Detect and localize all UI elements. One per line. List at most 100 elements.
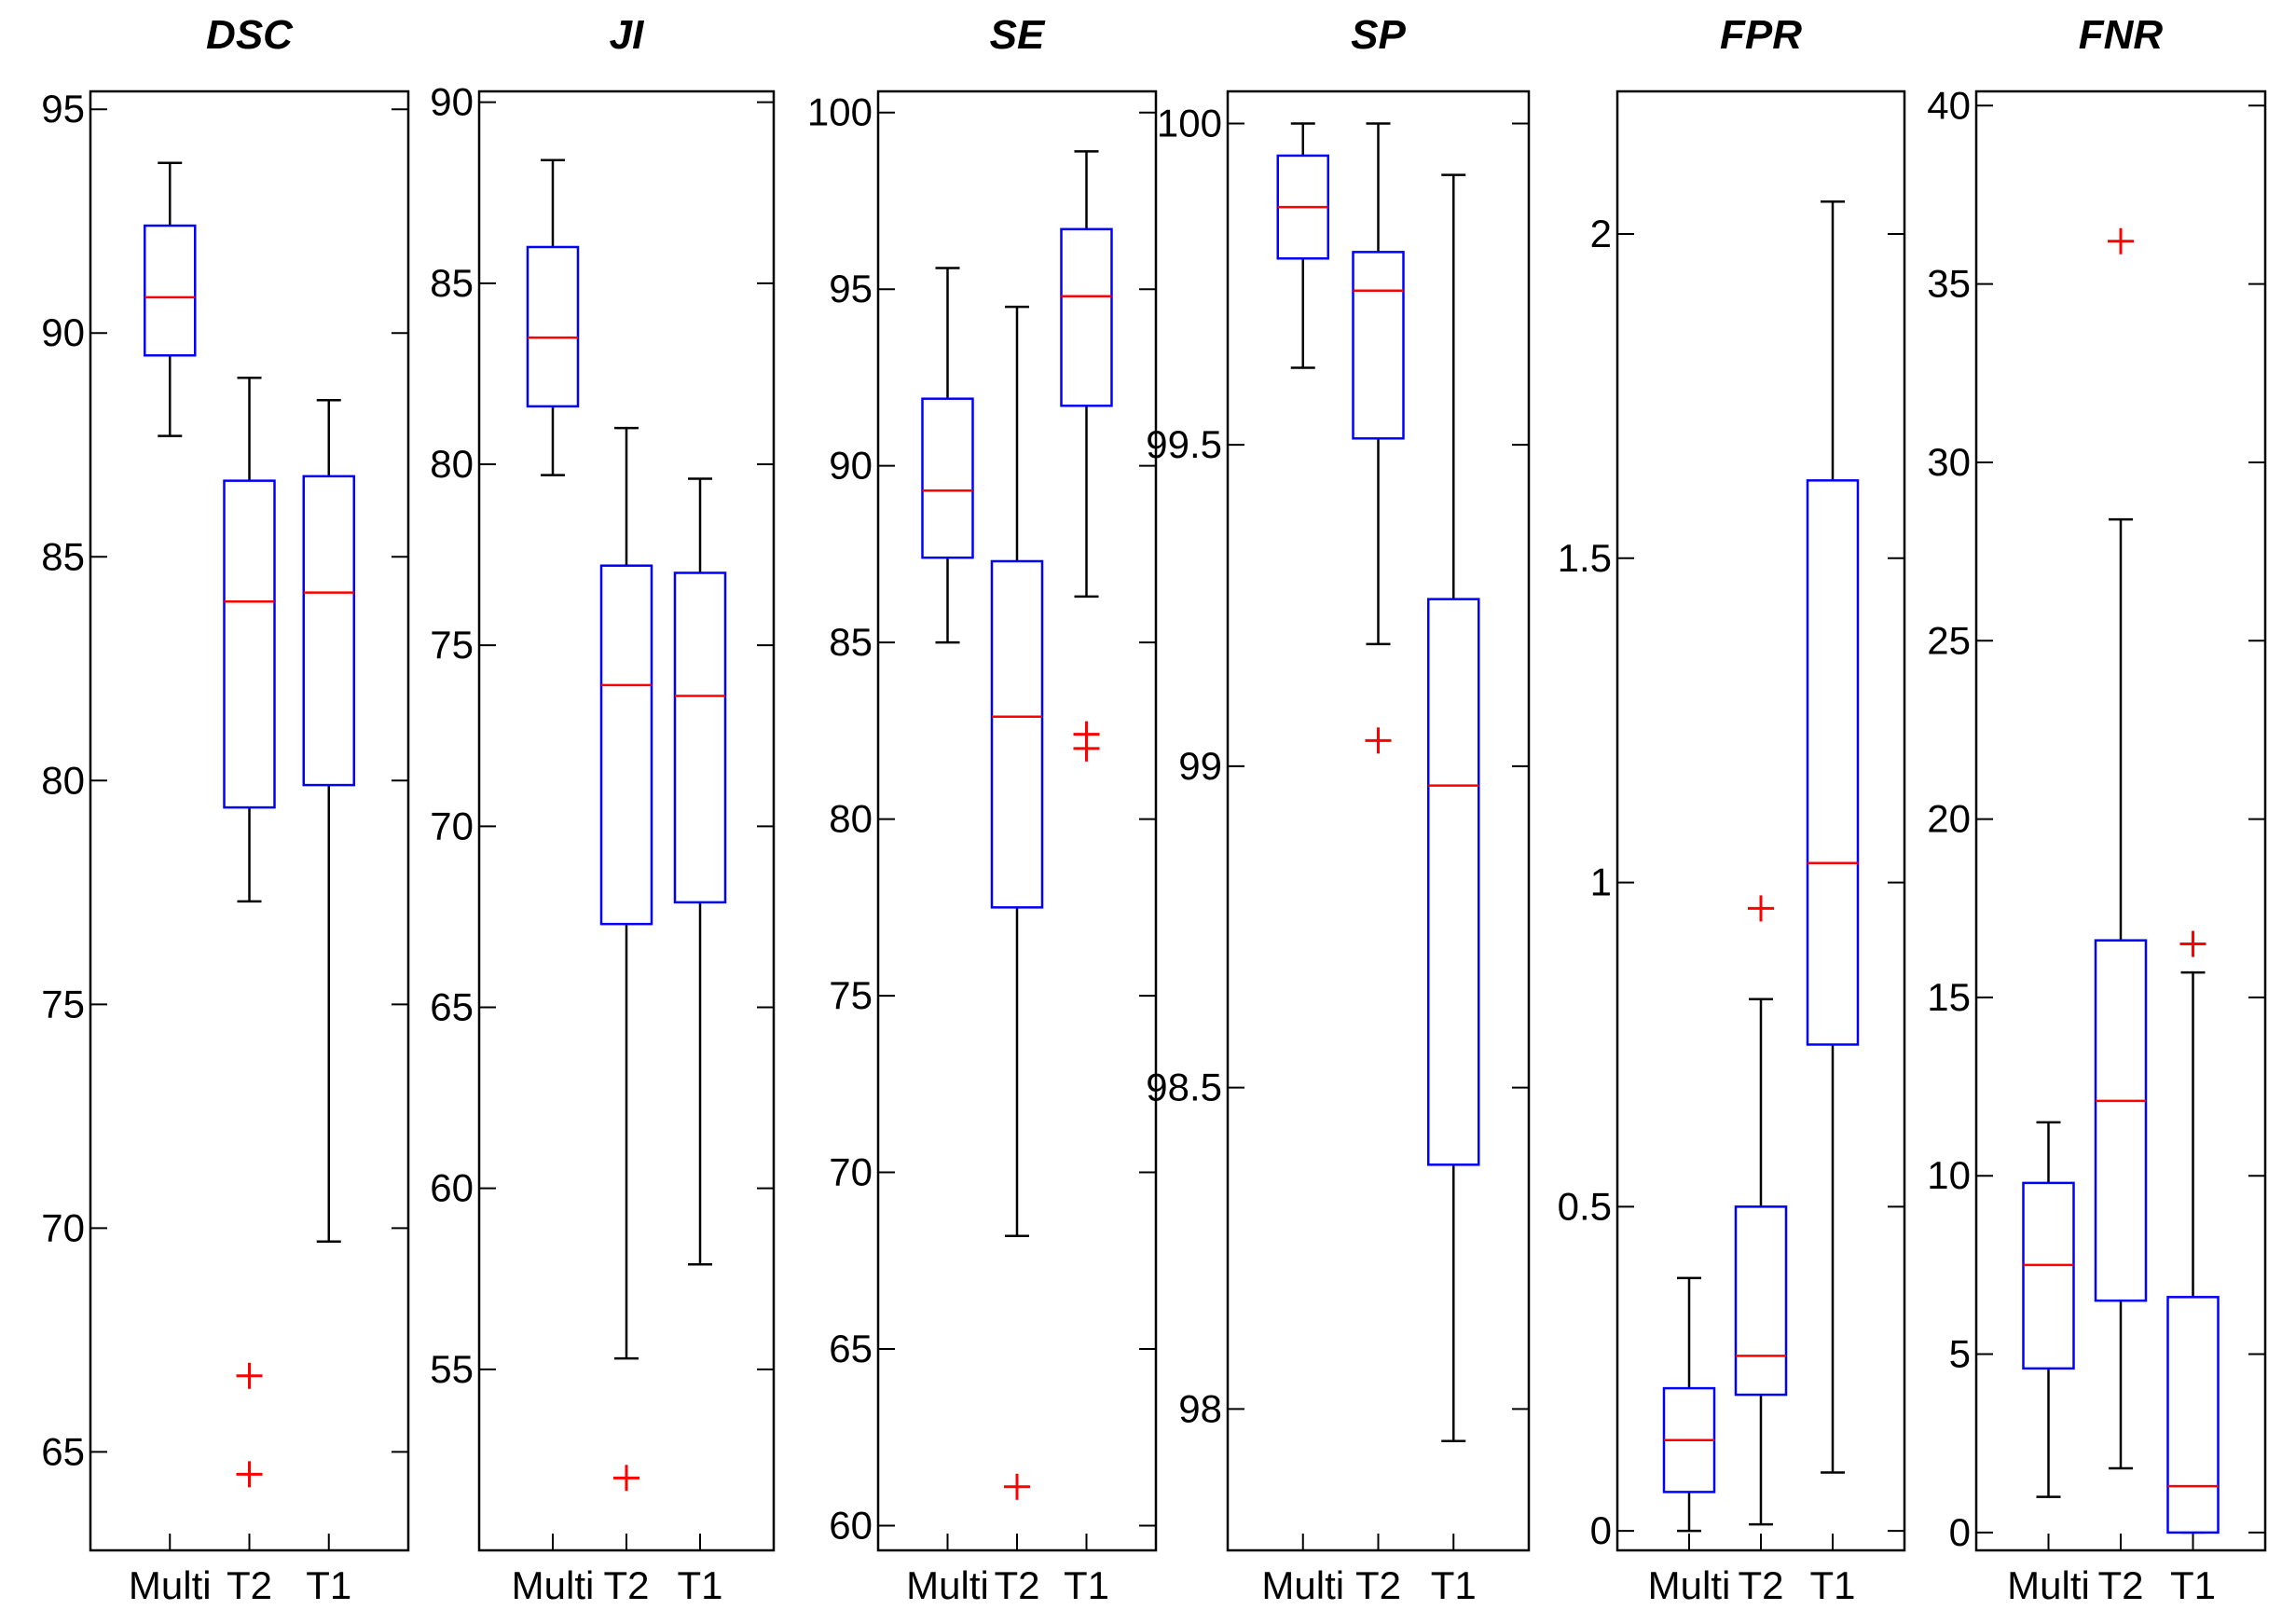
y-tick-label: 60 bbox=[430, 1166, 474, 1210]
category-label: T1 bbox=[1809, 1563, 1855, 1607]
box-multi bbox=[921, 267, 974, 644]
iqr-box bbox=[2094, 939, 2148, 1302]
y-tick-label: 10 bbox=[1927, 1153, 1971, 1197]
y-tick-label: 100 bbox=[807, 90, 873, 134]
y-tick-label: 60 bbox=[829, 1503, 873, 1547]
category-label: T2 bbox=[1738, 1563, 1783, 1607]
y-tick-label: 75 bbox=[41, 982, 85, 1025]
y-tick-label: 95 bbox=[41, 87, 85, 131]
y-tick-label: 1.5 bbox=[1558, 536, 1612, 580]
y-tick-label: 85 bbox=[41, 534, 85, 578]
box-t1 bbox=[1060, 150, 1113, 762]
panel-title: JI bbox=[610, 12, 644, 58]
iqr-box bbox=[921, 397, 974, 559]
y-tick-label: 99.5 bbox=[1146, 422, 1222, 466]
category-label: Multi bbox=[906, 1563, 989, 1607]
iqr-box bbox=[2022, 1181, 2075, 1370]
panel-title: FNR bbox=[2079, 12, 2164, 58]
iqr-box bbox=[1806, 479, 1860, 1046]
y-tick-label: 95 bbox=[829, 267, 873, 310]
category-label: T2 bbox=[1355, 1563, 1401, 1607]
iqr-box bbox=[2166, 1296, 2220, 1535]
outlier-marker bbox=[1073, 735, 1100, 762]
outlier-marker bbox=[236, 1461, 263, 1488]
panel-title: DSC bbox=[206, 12, 294, 58]
category-label: T1 bbox=[2170, 1563, 2216, 1607]
box-multi bbox=[144, 161, 197, 437]
category-label: T2 bbox=[603, 1563, 649, 1607]
y-tick-label: 0 bbox=[1590, 1508, 1612, 1552]
y-tick-label: 70 bbox=[829, 1150, 873, 1194]
y-tick-label: 98.5 bbox=[1146, 1066, 1222, 1109]
outlier-marker bbox=[1365, 727, 1392, 754]
y-tick-label: 98 bbox=[1178, 1386, 1222, 1430]
outlier-marker bbox=[2179, 930, 2206, 957]
y-tick-label: 90 bbox=[829, 444, 873, 488]
iqr-box bbox=[1427, 598, 1480, 1166]
box-multi bbox=[2022, 1121, 2075, 1498]
panel-ji: JI 55 60 65 70 75 80 85 90 Multi T2 T1 bbox=[430, 12, 776, 1607]
category-label: T2 bbox=[227, 1563, 272, 1607]
box-multi bbox=[1276, 122, 1329, 369]
category-label: Multi bbox=[512, 1563, 595, 1607]
iqr-box bbox=[526, 245, 580, 408]
y-tick-label: 20 bbox=[1927, 797, 1971, 841]
box-t1 bbox=[673, 477, 727, 1266]
y-tick-label: 55 bbox=[430, 1347, 474, 1391]
panel-se: SE 60 65 70 75 80 85 90 95 100 Multi T2 T1 bbox=[807, 12, 1158, 1607]
iqr-box bbox=[1734, 1205, 1788, 1397]
category-label: T1 bbox=[1064, 1563, 1109, 1607]
box-multi bbox=[1662, 1276, 1716, 1533]
category-label: T1 bbox=[1431, 1563, 1477, 1607]
y-tick-label: 80 bbox=[829, 797, 873, 841]
y-tick-label: 90 bbox=[430, 80, 474, 124]
y-tick-label: 65 bbox=[430, 984, 474, 1028]
iqr-box bbox=[144, 224, 197, 357]
iqr-box bbox=[990, 559, 1044, 909]
category-label: T2 bbox=[2097, 1563, 2143, 1607]
y-tick-label: 25 bbox=[1927, 618, 1971, 662]
box-t2 bbox=[990, 305, 1044, 1500]
panel-fpr: FPR 0 0.5 1 1.5 2 Multi T2 T1 bbox=[1558, 12, 1906, 1607]
outlier-marker bbox=[236, 1362, 263, 1389]
y-tick-label: 99 bbox=[1178, 744, 1222, 788]
box-t1 bbox=[2166, 930, 2220, 1535]
y-tick-label: 5 bbox=[1949, 1332, 1971, 1376]
iqr-box bbox=[673, 571, 727, 904]
y-tick-label: 1 bbox=[1590, 860, 1612, 904]
y-tick-label: 75 bbox=[829, 973, 873, 1017]
panel-title: SP bbox=[1351, 12, 1406, 58]
y-tick-label: 80 bbox=[430, 442, 474, 486]
category-label: T1 bbox=[677, 1563, 722, 1607]
y-tick-label: 65 bbox=[41, 1429, 85, 1473]
box-multi bbox=[526, 158, 580, 476]
category-label: T1 bbox=[306, 1563, 351, 1607]
panel-dsc: DSC 65 70 75 80 85 90 95 Multi T2 T1 bbox=[41, 12, 410, 1607]
box-t2 bbox=[1734, 895, 1788, 1526]
box-t1 bbox=[1427, 173, 1480, 1443]
box-t2 bbox=[599, 426, 653, 1492]
y-tick-label: 70 bbox=[430, 804, 474, 847]
panel-sp: SP 98 98.5 99 99.5 100 Multi T2 T1 bbox=[1146, 12, 1531, 1607]
y-tick-label: 65 bbox=[829, 1327, 873, 1370]
box-t1 bbox=[1806, 200, 1860, 1474]
outlier-marker bbox=[613, 1465, 639, 1492]
y-tick-label: 2 bbox=[1590, 212, 1612, 255]
box-t1 bbox=[302, 398, 355, 1244]
y-tick-label: 90 bbox=[41, 310, 85, 354]
y-tick-label: 30 bbox=[1927, 440, 1971, 484]
y-tick-label: 15 bbox=[1927, 975, 1971, 1019]
iqr-box bbox=[599, 564, 653, 926]
box-t2 bbox=[1352, 122, 1405, 754]
y-tick-label: 35 bbox=[1927, 262, 1971, 306]
box-t2 bbox=[2094, 227, 2148, 1470]
outlier-marker bbox=[1748, 895, 1774, 922]
panel-fnr: FNR 0 5 10 15 20 25 30 35 40 Multi T2 T1 bbox=[1927, 12, 2267, 1607]
outlier-marker bbox=[2108, 227, 2134, 255]
y-tick-label: 75 bbox=[430, 623, 474, 667]
category-label: Multi bbox=[129, 1563, 212, 1607]
category-label: Multi bbox=[1648, 1563, 1731, 1607]
panel-title: FPR bbox=[1720, 12, 1802, 58]
